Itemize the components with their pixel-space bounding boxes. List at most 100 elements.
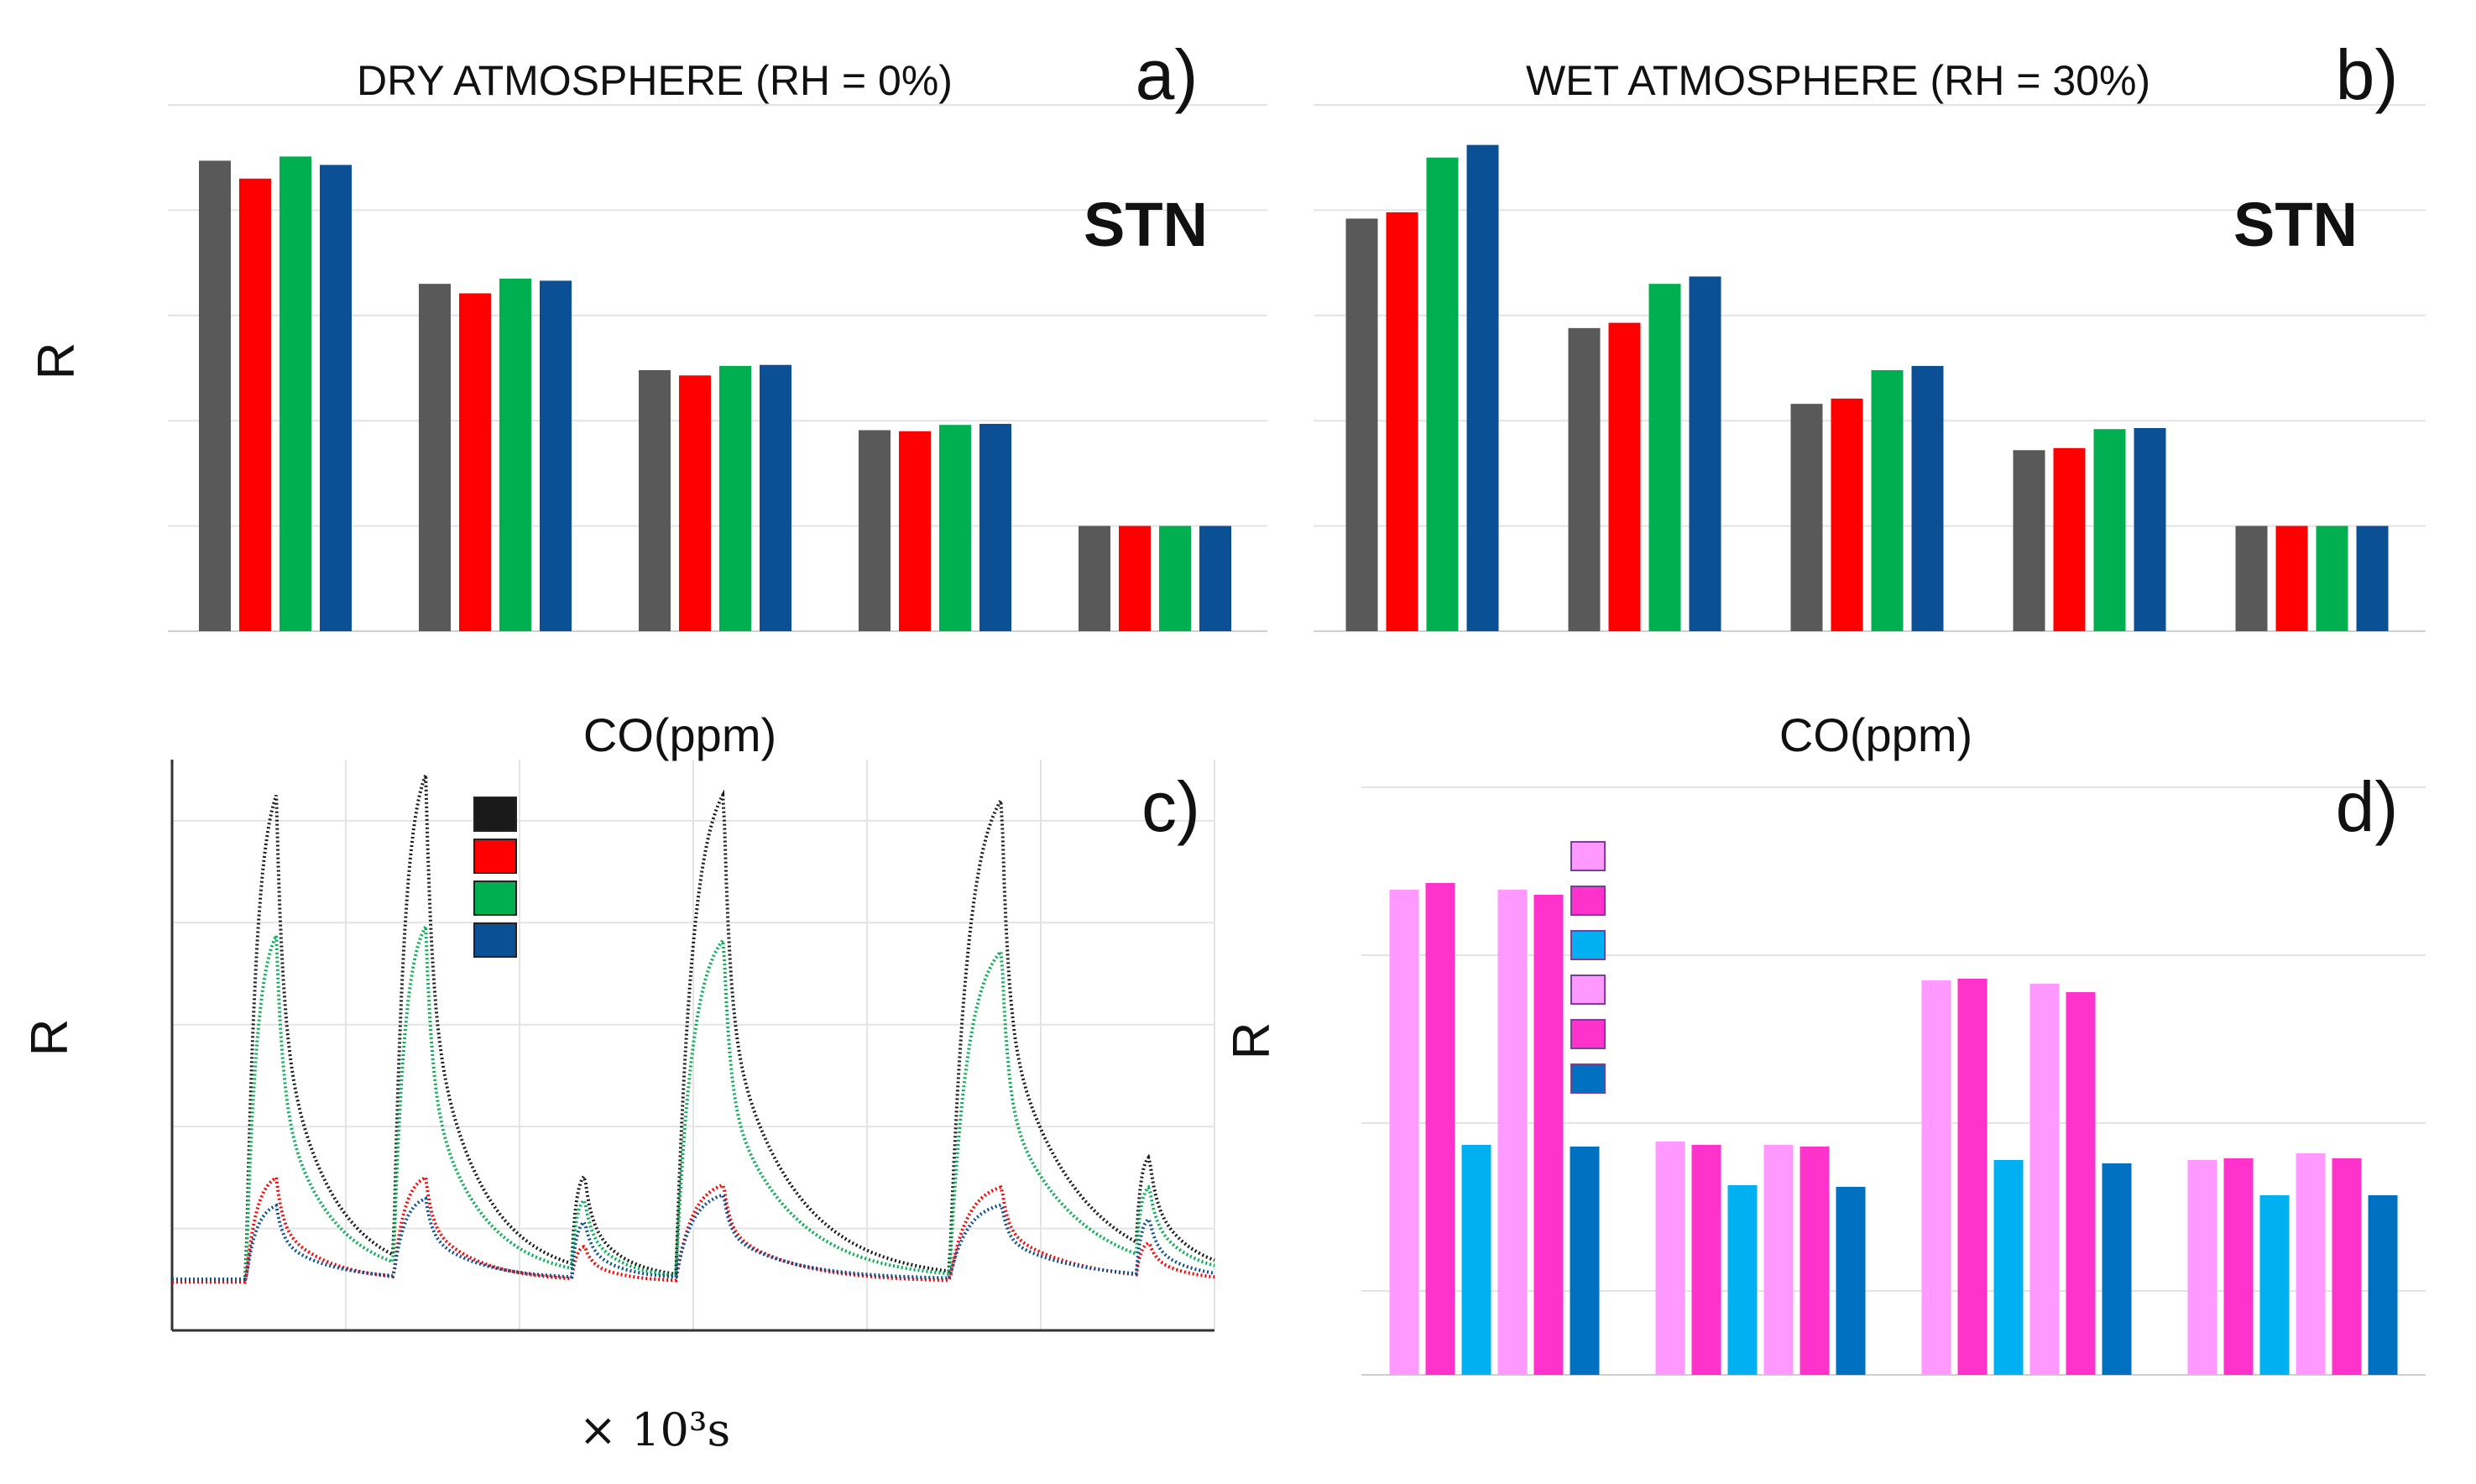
panel-b-bar-titav-5 xyxy=(2134,427,2166,631)
panel-b-bar-titav-10 xyxy=(1911,365,1944,631)
panel-d-legend-swatch xyxy=(1570,930,1606,960)
panel-d-bar-stn-ultra-pure-water-2 xyxy=(2102,1163,2132,1375)
panel-b-bar-titav-40 xyxy=(1466,144,1499,632)
panel-d-bar-titav-dmem-2a xyxy=(2223,1158,2254,1375)
panel-d-bar-st25-dmem-1b xyxy=(1497,890,1528,1375)
panel-a-bar-stn-0 xyxy=(1159,525,1191,631)
panel-d-bar-w11-dmem-2b xyxy=(1800,1147,1830,1375)
panel-d-y-axis-label: R xyxy=(1223,1022,1281,1060)
panel-a-bar-titav-5 xyxy=(979,423,1011,631)
panel-d-bar-w11-ultra-pure-water-1 xyxy=(1727,1185,1758,1375)
panel-b-x-axis-label: CO(ppm) xyxy=(1779,708,1972,761)
panel-d-bar-st25-dmem-2a xyxy=(1425,883,1455,1375)
panel-a-annotation: STN xyxy=(1084,190,1208,259)
panel-d-medium-response: d) R xyxy=(1223,767,2426,1376)
panel-d-bars xyxy=(1389,883,2398,1375)
panel-d-bar-stn-ultra-pure-water-1 xyxy=(1993,1160,2024,1375)
panel-a-bars xyxy=(199,156,1231,632)
panel-a-bar-st25-5 xyxy=(859,430,891,631)
panel-a-bar-st25-40 xyxy=(199,160,231,631)
panel-a-bar-stn-5 xyxy=(939,425,971,631)
panel-b-bar-stn-5 xyxy=(2093,429,2126,631)
panel-d-bar-stn-dmem-2b xyxy=(2066,992,2096,1375)
panel-a-bar-w11-40 xyxy=(239,178,271,631)
panel-c-legend-swatch-st25 xyxy=(473,797,517,832)
panel-a-bar-w11-20 xyxy=(459,293,491,631)
panel-c-time-response: c) × 10³s R xyxy=(21,760,1215,1456)
panel-d-bar-st25-ultra-pure-water-2 xyxy=(1570,1147,1600,1375)
panel-b-bar-w11-20 xyxy=(1608,322,1641,631)
panel-b-bar-w11-40 xyxy=(1386,212,1418,631)
panel-a-title: DRY ATMOSPHERE (RH = 0%) xyxy=(357,57,953,104)
panel-d-bar-w11-dmem-1b xyxy=(1763,1145,1794,1375)
panel-a-bar-w11-5 xyxy=(899,431,931,631)
panel-a-bar-w11-0 xyxy=(1119,525,1151,631)
panel-a-y-axis-label: R xyxy=(28,342,86,380)
panel-b-bar-st25-0 xyxy=(2235,525,2268,631)
panel-c-line-titav xyxy=(172,1193,1215,1282)
panel-d-bar-st25-dmem-2b xyxy=(1533,895,1564,1375)
panel-b-bar-stn-10 xyxy=(1871,370,1904,631)
panel-d-legend-swatch xyxy=(1570,886,1606,916)
panel-c-legend-swatch-w11 xyxy=(473,839,517,874)
panel-b-bar-st25-10 xyxy=(1790,404,1823,631)
panel-d-bar-titav-dmem-1a xyxy=(2187,1160,2217,1375)
panel-b-title: WET ATMOSPHERE (RH = 30%) xyxy=(1526,57,2150,104)
panel-d-bar-titav-dmem-1b xyxy=(2296,1153,2326,1375)
panel-d-bar-st25-ultra-pure-water-1 xyxy=(1461,1145,1491,1375)
panel-b-bars xyxy=(1345,144,2389,632)
panel-d-bar-w11-dmem-2a xyxy=(1691,1145,1721,1375)
panel-b-bar-w11-10 xyxy=(1831,398,1863,631)
panel-d-bar-titav-dmem-2b xyxy=(2332,1158,2362,1375)
panel-d-bar-stn-dmem-1a xyxy=(1921,980,1951,1375)
panel-d-legend-swatch xyxy=(1570,1019,1606,1049)
panel-a-bar-titav-20 xyxy=(540,280,572,631)
panel-a-bar-stn-10 xyxy=(719,365,751,631)
panel-d-bar-st25-dmem-1a xyxy=(1389,890,1419,1375)
panel-c-legend-swatch-stn xyxy=(473,880,517,916)
panel-a-bar-st25-20 xyxy=(419,284,451,631)
panel-a-bar-stn-20 xyxy=(499,278,531,631)
panel-c-series-lines xyxy=(172,774,1215,1284)
panel-d-legend xyxy=(1570,841,1606,1094)
panel-b-bar-titav-20 xyxy=(1689,276,1721,631)
panel-b-bar-st25-40 xyxy=(1345,218,1378,631)
panel-a-bar-st25-10 xyxy=(639,370,671,631)
panel-d-bar-w11-dmem-1a xyxy=(1655,1142,1685,1375)
panel-d-bar-titav-ultra-pure-water-1 xyxy=(2259,1195,2290,1375)
panel-b-bar-titav-0 xyxy=(2356,525,2389,631)
panel-d-legend-swatch xyxy=(1570,1063,1606,1094)
panel-b-wet-atmosphere: WET ATMOSPHERE (RH = 30%) b) STN CO(ppm) xyxy=(1314,35,2426,761)
panel-b-bar-st25-20 xyxy=(1568,327,1601,631)
panel-d-legend-swatch xyxy=(1570,841,1606,871)
panel-d-bar-w11-ultra-pure-water-2 xyxy=(1836,1187,1866,1375)
panel-b-bar-w11-5 xyxy=(2053,447,2086,631)
panel-b-bar-w11-0 xyxy=(2275,525,2308,631)
panel-b-gridlines xyxy=(1314,104,2426,632)
panel-d-bar-titav-ultra-pure-water-2 xyxy=(2368,1195,2398,1375)
panel-d-bar-stn-dmem-2a xyxy=(1957,979,1988,1375)
panel-a-dry-atmosphere: DRY ATMOSPHERE (RH = 0%) a) STN CO(ppm) … xyxy=(28,35,1267,761)
panel-c-legend-swatch-titav xyxy=(473,922,517,958)
panel-a-bar-titav-0 xyxy=(1199,525,1231,631)
panel-c-legend xyxy=(473,797,517,958)
panel-a-letter: a) xyxy=(1136,35,1199,114)
panel-c-letter: c) xyxy=(1141,767,1200,846)
panel-d-letter: d) xyxy=(2336,767,2399,846)
panel-a-bar-titav-10 xyxy=(760,364,791,631)
panel-a-x-axis-label: CO(ppm) xyxy=(583,708,776,761)
panel-b-letter: b) xyxy=(2336,35,2399,114)
panel-b-bar-stn-0 xyxy=(2316,525,2348,631)
panel-c-x-axis-label: × 10³s xyxy=(579,1403,730,1456)
panel-c-y-axis-label: R xyxy=(21,1019,79,1057)
panel-a-bar-stn-40 xyxy=(279,156,311,632)
panel-b-bar-stn-20 xyxy=(1648,284,1681,631)
panel-b-bar-st25-5 xyxy=(2013,450,2045,631)
panel-a-bar-w11-10 xyxy=(679,375,711,631)
panel-a-bar-st25-0 xyxy=(1079,525,1110,631)
panel-d-bar-stn-dmem-1b xyxy=(2029,984,2060,1375)
panel-d-legend-swatch xyxy=(1570,975,1606,1005)
panel-b-annotation: STN xyxy=(2233,190,2358,259)
panel-b-bar-stn-40 xyxy=(1426,157,1459,631)
